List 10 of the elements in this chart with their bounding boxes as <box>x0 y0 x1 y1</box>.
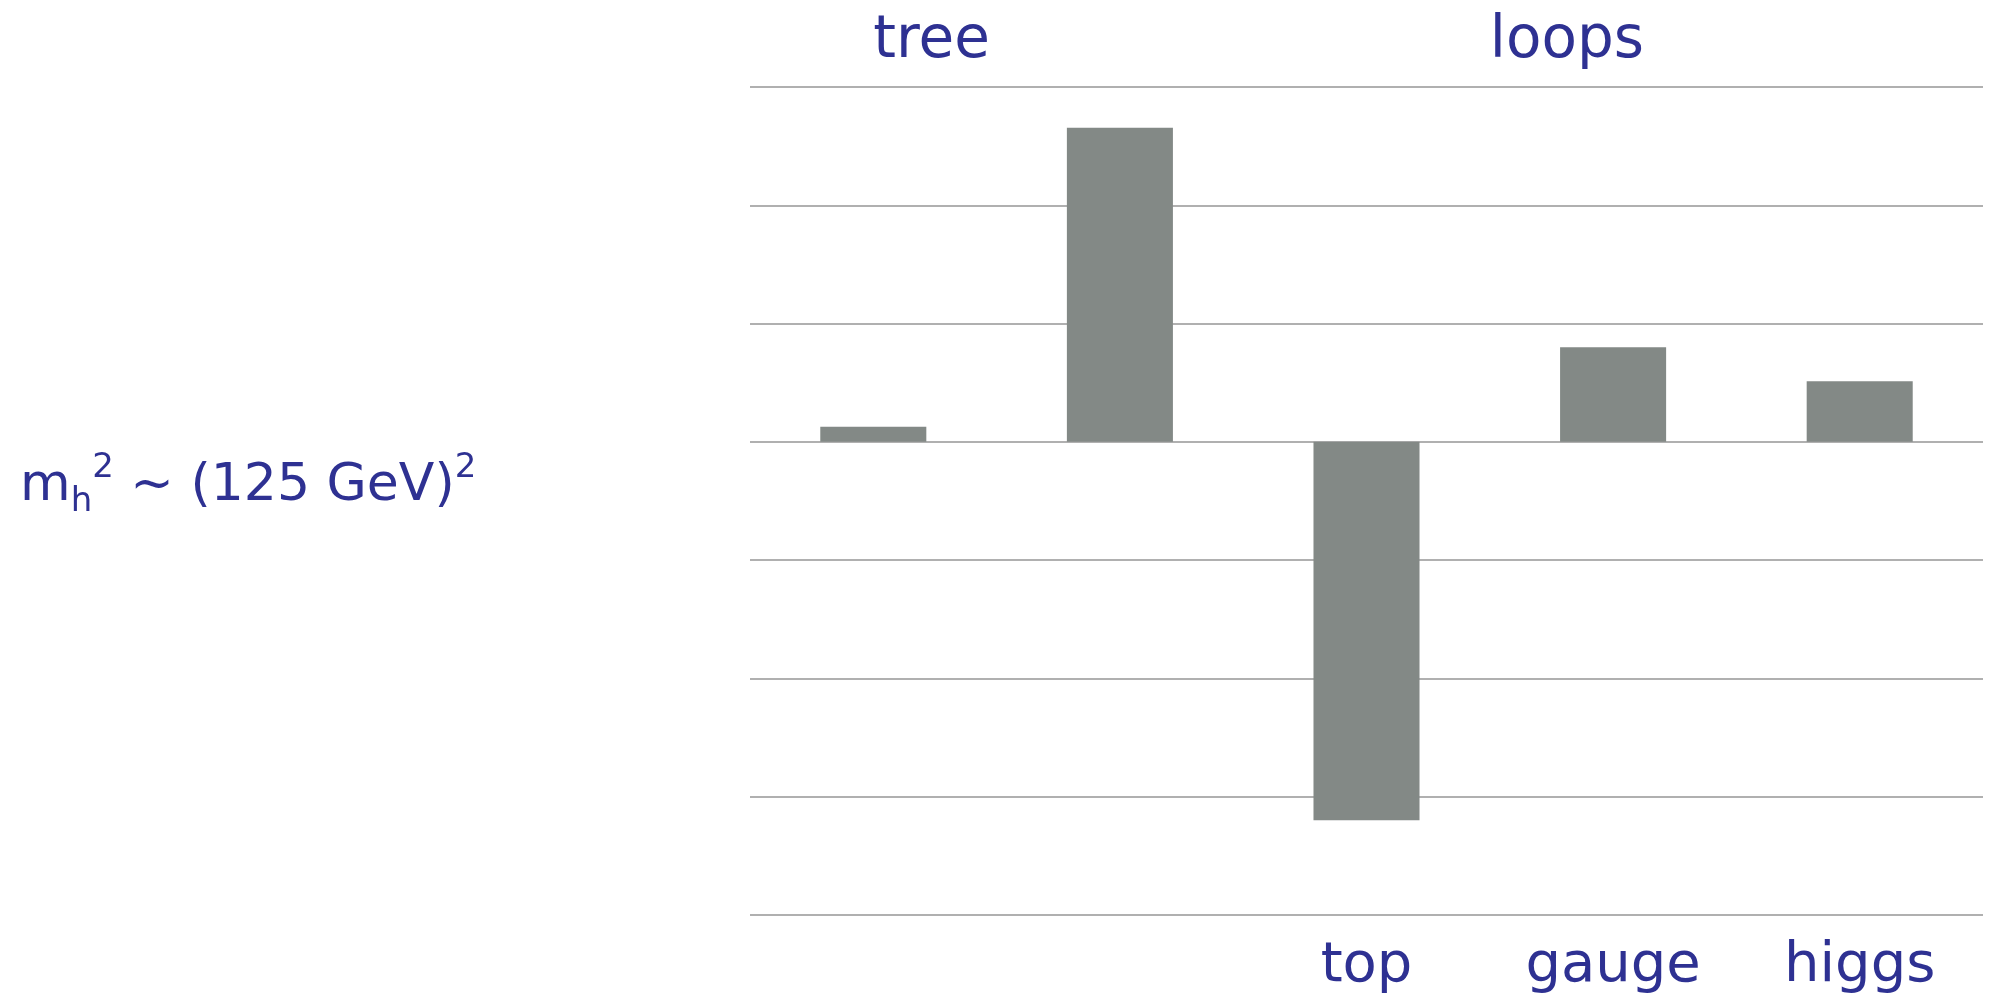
bar <box>820 426 927 442</box>
text: loops <box>1489 3 1644 71</box>
text: tree <box>873 3 990 71</box>
bar <box>1313 441 1420 821</box>
x-tick-label: gauge <box>1525 928 1701 994</box>
bar <box>1066 127 1173 442</box>
x-tick-label: higgs <box>1784 928 1936 994</box>
bar <box>1806 381 1913 442</box>
bar <box>1560 347 1667 442</box>
x-tick-label: top <box>1320 928 1413 994</box>
